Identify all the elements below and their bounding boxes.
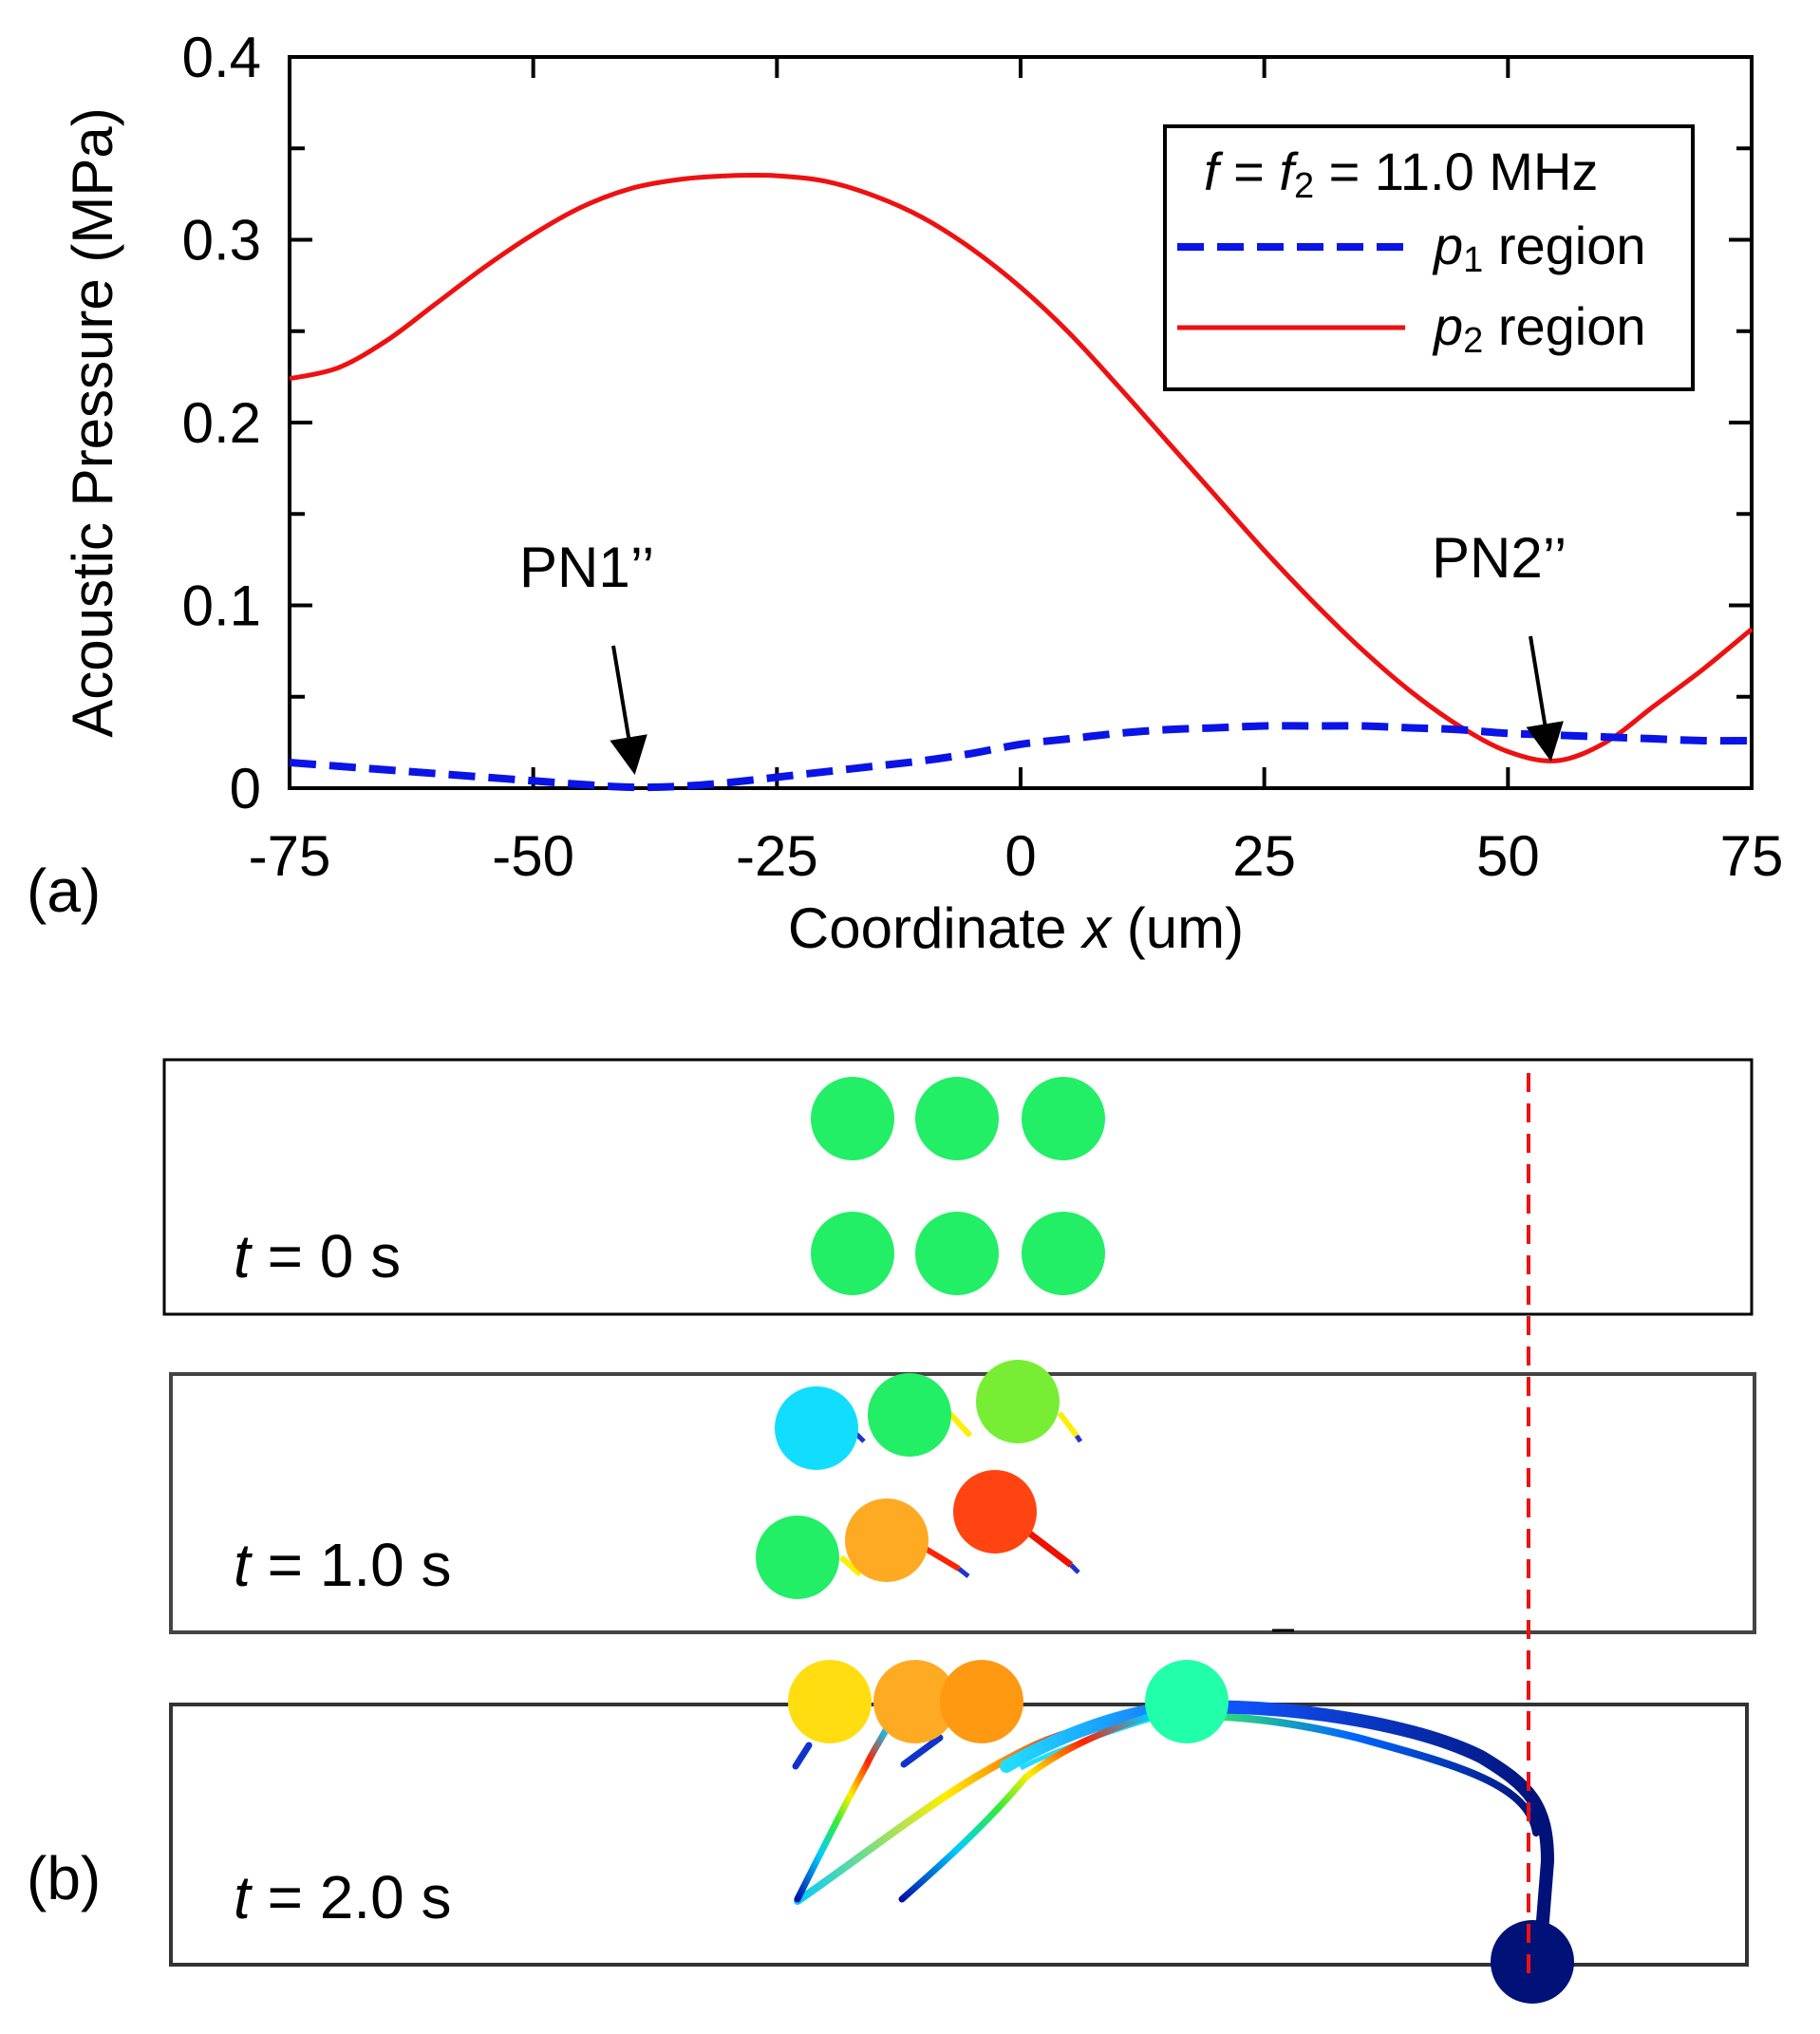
particle: [940, 1660, 1023, 1743]
particle: [915, 1212, 999, 1295]
particle: [1022, 1212, 1105, 1295]
particle: [1491, 1920, 1574, 2004]
legend-title: f = f2 = 11.0 MHz: [1204, 141, 1598, 206]
particle-trajectory: [900, 1734, 944, 1768]
particle: [868, 1373, 951, 1457]
y-ticks: 0 0.1 0.2 0.3 0.4: [182, 26, 1752, 820]
particle: [811, 1212, 894, 1295]
particle-trail: [947, 1410, 973, 1439]
y-tick-label: 0: [230, 757, 261, 820]
particle-trajectory: [898, 1713, 1153, 1903]
particle-trail: [1057, 1411, 1079, 1438]
frame-t0-time: t = 0 s: [234, 1222, 401, 1290]
particle: [1145, 1660, 1229, 1743]
y-tick-label: 0.4: [182, 26, 261, 89]
annotation-pn1-arrow: [610, 645, 647, 775]
x-tick-label: 50: [1476, 824, 1540, 888]
panel-a-label: (a): [27, 857, 101, 925]
particle: [756, 1516, 839, 1599]
particle-trajectory: [1000, 1700, 1555, 1963]
annotations: PN1’’ PN2’’: [519, 526, 1567, 775]
series-p2-line: [289, 173, 1754, 763]
particle-trail: [1069, 1563, 1080, 1574]
panel-b-label: (b): [27, 1844, 101, 1912]
particle-trajectory: [792, 1742, 813, 1770]
legend-p2-label: p2 region: [1432, 296, 1646, 361]
particle-trail: [838, 1554, 863, 1577]
x-tick-label: 0: [1004, 824, 1036, 888]
annotation-pn2: PN2’’: [1432, 526, 1567, 590]
x-axis-label: Coordinate x (um): [788, 896, 1244, 960]
x-tick-label: 75: [1720, 824, 1784, 888]
x-tick-label: -50: [492, 824, 574, 888]
simulation-panel: (b) t = 0 s: [27, 1058, 1756, 2004]
particle-trajectory: [794, 1724, 891, 1903]
frame-t0: t = 0 s: [162, 1058, 1754, 1316]
particle: [845, 1498, 929, 1582]
legend: f = f2 = 11.0 MHz p1 region p2 region: [1163, 124, 1695, 391]
annotation-pn1: PN1’’: [519, 536, 654, 599]
frame-t1-time: t = 1.0 s: [234, 1531, 451, 1599]
particle-trail: [957, 1567, 970, 1578]
y-tick-label: 0.3: [182, 209, 261, 273]
particle: [873, 1660, 957, 1743]
x-tick-label: 25: [1232, 824, 1296, 888]
particle: [788, 1660, 872, 1743]
frame-t2: t = 2.0 s: [169, 1660, 1749, 2004]
y-axis-label: Acoustic Pressure (MPa): [61, 107, 124, 738]
frame-t2-time: t = 2.0 s: [234, 1863, 451, 1931]
particle: [953, 1470, 1037, 1554]
y-tick-label: 0.2: [182, 391, 261, 455]
particle: [811, 1077, 894, 1160]
y-tick-label: 0.1: [182, 574, 261, 638]
particle: [1022, 1077, 1105, 1160]
particle: [915, 1077, 999, 1160]
x-tick-label: -75: [249, 824, 331, 888]
legend-p1-label: p1 region: [1432, 216, 1646, 280]
particle: [775, 1386, 858, 1470]
frame-t2-box: [169, 1703, 1749, 1967]
frame-t1: t = 1.0 s: [169, 1360, 1756, 1634]
x-tick-label: -25: [736, 824, 818, 888]
pressure-chart: -75 -50 -25 0 25 50 75 0 0.1 0.2 0.3 0.4 f = f2 = …: [27, 26, 1783, 960]
series-p1-line: [289, 722, 1753, 792]
legend-box: [1163, 124, 1695, 391]
particle: [976, 1360, 1060, 1443]
x-ticks: -75 -50 -25 0 25 50 75: [249, 57, 1784, 888]
annotation-pn2-arrow: [1526, 635, 1564, 762]
particle-trail: [1074, 1434, 1083, 1443]
